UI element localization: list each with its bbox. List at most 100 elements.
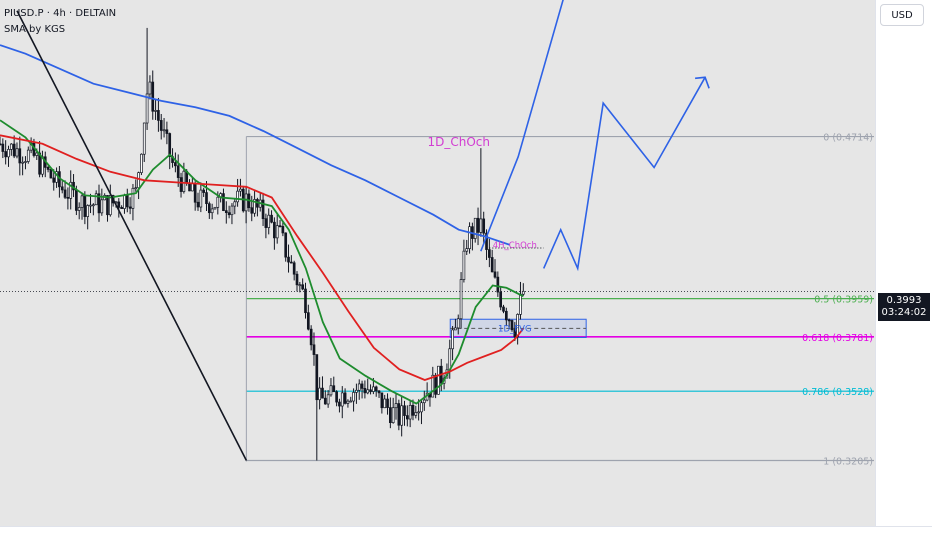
candle-up [77, 207, 81, 211]
candle-up [366, 389, 370, 394]
ma-line-sma-fast [0, 119, 524, 405]
candle-down [202, 189, 206, 193]
candle-down [493, 271, 497, 278]
candle-down [488, 249, 491, 258]
candle-up [420, 402, 423, 413]
fib-level-label: 0.5 (0.3959) [814, 295, 873, 306]
candle-up [108, 195, 112, 216]
candle-down [0, 143, 2, 146]
price-axis[interactable] [875, 0, 932, 526]
candle-up [142, 122, 146, 155]
candle-down [207, 203, 211, 214]
candle-up [80, 195, 84, 208]
candle-down [66, 196, 70, 199]
last-price-tag: 0.3993 03:24:02 [878, 293, 930, 321]
candle-up [140, 153, 143, 173]
candle-down [335, 391, 338, 403]
candle-up [134, 187, 138, 190]
candle-up [216, 196, 220, 208]
projection-arrowhead [695, 76, 710, 89]
candle-up [35, 152, 39, 156]
candle-down [312, 344, 316, 355]
candle-up [454, 327, 457, 331]
candle-down [128, 206, 132, 209]
candle-up [479, 218, 483, 233]
candle-down [343, 392, 347, 404]
candle-down [323, 397, 327, 405]
candle-up [329, 385, 333, 396]
candle-down [321, 387, 324, 399]
candle-down [434, 374, 437, 395]
candle-down [304, 288, 307, 314]
candle-down [250, 207, 254, 214]
annotation-2: 1D_FVG [498, 325, 532, 335]
candle-up [383, 398, 387, 409]
candle-up [123, 194, 126, 209]
candle-up [100, 199, 104, 214]
candle-up [137, 172, 140, 189]
candle-down [502, 306, 505, 312]
candle-up [213, 206, 217, 210]
currency-button[interactable]: USD [880, 4, 924, 26]
time-axis[interactable] [0, 526, 932, 551]
candle-up [182, 170, 186, 192]
candle-down [117, 201, 121, 208]
candle-up [468, 226, 471, 249]
fib-level-label: 1 (0.3205) [823, 457, 873, 468]
candle-up [456, 318, 460, 329]
candle-up [239, 188, 242, 192]
candle-down [309, 328, 313, 346]
candle-up [148, 81, 152, 95]
fib-level-label: 0.786 (0.3528) [802, 387, 873, 398]
candle-down [504, 310, 508, 321]
candle-down [513, 329, 517, 338]
candle-down [159, 120, 163, 131]
candle-down [292, 262, 296, 275]
candle-up [473, 217, 477, 239]
plot-layer: 0 (0.4714) 0.5 (0.3959) 0.618 (0.3781) 0.78… [0, 0, 875, 468]
candle-down [476, 217, 480, 233]
candle-up [349, 400, 353, 403]
candle-down [496, 276, 500, 293]
candle-down [261, 199, 265, 220]
candle-down [97, 193, 101, 214]
candle-down [499, 291, 503, 308]
candle-down [205, 192, 208, 205]
candle-down [52, 177, 56, 183]
candle-down [151, 81, 155, 112]
candle-up [92, 204, 95, 207]
candle-up [275, 225, 279, 239]
candle-up [253, 199, 256, 214]
candle-down [397, 403, 401, 426]
candle-up [9, 143, 13, 150]
candle-up [417, 411, 420, 414]
candle-down [369, 389, 372, 392]
candle-up [318, 387, 321, 401]
indicator-label[interactable]: SMA by KGS [4, 24, 66, 35]
candle-up [191, 183, 194, 192]
candle-down [363, 388, 367, 394]
candle-down [490, 257, 494, 273]
symbol-title[interactable]: PIUSD.P · 4h · DELTAIN [4, 8, 117, 19]
plot-background [0, 0, 875, 526]
candle-down [12, 143, 16, 157]
candle-down [179, 177, 183, 192]
candle-up [210, 208, 214, 214]
candle-down [386, 398, 389, 408]
candle-up [69, 181, 73, 199]
candle-down [405, 415, 409, 420]
candle-up [7, 149, 10, 158]
trendline [16, 10, 248, 461]
candle-up [422, 399, 426, 404]
candle-up [394, 403, 398, 409]
candle-down [278, 225, 282, 228]
candle-down [176, 165, 180, 178]
candle-up [519, 293, 522, 315]
candle-up [267, 214, 271, 228]
candle-up [372, 386, 375, 392]
candle-down [389, 407, 392, 424]
candle-down [287, 256, 290, 263]
candle-down [306, 312, 310, 330]
